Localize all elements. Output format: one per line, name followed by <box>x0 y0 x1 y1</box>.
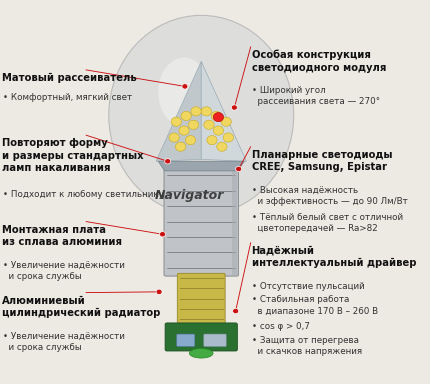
Text: Матовый рассеиватель: Матовый рассеиватель <box>2 73 137 83</box>
Circle shape <box>181 111 191 121</box>
Text: • Подходит к любому светильнику: • Подходит к любому светильнику <box>3 190 164 199</box>
Circle shape <box>156 289 162 295</box>
Text: • cos φ > 0,7: • cos φ > 0,7 <box>252 322 310 331</box>
Text: • Увеличение надёжности
  и срока службы: • Увеличение надёжности и срока службы <box>3 261 125 281</box>
Text: • Стабильная работа
  в диапазоне 170 В – 260 В: • Стабильная работа в диапазоне 170 В – … <box>252 295 378 315</box>
Circle shape <box>160 232 166 237</box>
Circle shape <box>204 120 214 129</box>
Circle shape <box>191 107 201 116</box>
Circle shape <box>211 111 221 121</box>
Text: Алюминиевый
цилиндрический радиатор: Алюминиевый цилиндрический радиатор <box>2 296 160 318</box>
Text: • Тёплый белый свет с отличной
  цветопередачей — Ra>82: • Тёплый белый свет с отличной цветопере… <box>252 213 403 233</box>
Text: • Высокая надёжность
  и эффективность — до 90 Лм/Вт: • Высокая надёжность и эффективность — д… <box>252 186 408 206</box>
Text: Повторяют форму
и размеры стандартных
ламп накаливания: Повторяют форму и размеры стандартных ла… <box>2 138 144 173</box>
Circle shape <box>207 136 217 145</box>
Text: Особая конструкция
светодиодного модуля: Особая конструкция светодиодного модуля <box>252 50 386 73</box>
Circle shape <box>171 117 181 126</box>
Circle shape <box>217 142 227 151</box>
Ellipse shape <box>190 349 213 358</box>
Circle shape <box>213 113 224 122</box>
Text: Планарные светодиоды
CREE, Samsung, Epistar: Планарные светодиоды CREE, Samsung, Epis… <box>252 150 392 172</box>
Polygon shape <box>158 161 244 171</box>
Circle shape <box>182 84 188 89</box>
Circle shape <box>179 126 189 135</box>
Circle shape <box>236 166 242 172</box>
Text: • Защита от перегрева
  и скачков напряжения: • Защита от перегрева и скачков напряжен… <box>252 336 362 356</box>
Circle shape <box>213 126 224 135</box>
Circle shape <box>185 136 196 145</box>
FancyBboxPatch shape <box>178 273 225 326</box>
FancyBboxPatch shape <box>165 323 237 351</box>
Text: • Широкий угол
  рассеивания света — 270°: • Широкий угол рассеивания света — 270° <box>252 86 381 106</box>
Circle shape <box>223 133 233 142</box>
Circle shape <box>231 105 237 110</box>
Text: • Комфортный, мягкий свет: • Комфортный, мягкий свет <box>3 93 132 102</box>
Text: • Увеличение надёжности
  и срока службы: • Увеличение надёжности и срока службы <box>3 332 125 352</box>
Polygon shape <box>201 61 246 161</box>
Text: Надёжный
интеллектуальный драйвер: Надёжный интеллектуальный драйвер <box>252 246 416 268</box>
Ellipse shape <box>109 15 294 215</box>
Polygon shape <box>156 61 201 161</box>
Circle shape <box>221 117 231 126</box>
FancyBboxPatch shape <box>164 169 238 276</box>
Circle shape <box>169 133 179 142</box>
Circle shape <box>188 120 199 129</box>
Circle shape <box>165 159 171 164</box>
Circle shape <box>233 308 239 314</box>
Polygon shape <box>231 171 236 275</box>
Circle shape <box>201 107 212 116</box>
FancyBboxPatch shape <box>204 334 226 346</box>
Text: • Отсутствие пульсаций: • Отсутствие пульсаций <box>252 282 365 291</box>
Circle shape <box>175 142 186 151</box>
Text: Монтажная плата
из сплава алюминия: Монтажная плата из сплава алюминия <box>2 225 122 247</box>
Text: Navigator: Navigator <box>154 189 224 202</box>
FancyBboxPatch shape <box>177 334 195 346</box>
Ellipse shape <box>158 58 210 127</box>
